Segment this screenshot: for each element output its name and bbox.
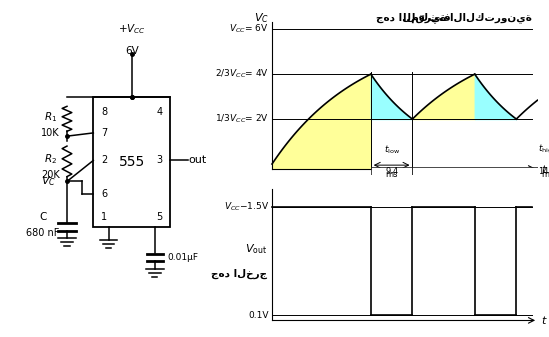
Text: $t$: $t$ — [541, 314, 548, 326]
Text: 6: 6 — [101, 189, 107, 200]
Text: $R_2$: $R_2$ — [44, 152, 57, 166]
Text: $V_{CC}$$-$1.5V: $V_{CC}$$-$1.5V — [224, 201, 269, 213]
Bar — [412, 167, 549, 175]
Text: $V_{\rm out}$: $V_{\rm out}$ — [245, 242, 267, 255]
Text: $V_C$: $V_C$ — [254, 11, 269, 25]
Text: القرية الالكترونية: القرية الالكترونية — [403, 12, 532, 23]
Text: 10K: 10K — [41, 128, 60, 138]
Text: $V_{CC}$= 6V: $V_{CC}$= 6V — [229, 23, 269, 35]
Text: $V_C$: $V_C$ — [41, 175, 56, 188]
Text: 0.1V: 0.1V — [248, 311, 269, 320]
Text: 1/3$V_{CC}$= 2V: 1/3$V_{CC}$= 2V — [215, 113, 269, 125]
Text: $t$: $t$ — [541, 162, 548, 175]
Text: 3: 3 — [156, 155, 163, 165]
Text: out: out — [189, 155, 207, 165]
Bar — [93, 97, 170, 227]
Text: ms: ms — [385, 170, 398, 179]
Text: 20K: 20K — [41, 170, 60, 180]
Text: ms: ms — [541, 170, 549, 179]
Text: 7: 7 — [101, 128, 107, 138]
Text: 2: 2 — [101, 155, 107, 165]
Text: جهد الخرج: جهد الخرج — [211, 268, 267, 278]
Text: C: C — [39, 212, 47, 222]
Text: $t_{\rm low}$: $t_{\rm low}$ — [384, 144, 400, 156]
Text: 555: 555 — [119, 155, 145, 169]
Text: 2/3$V_{CC}$= 4V: 2/3$V_{CC}$= 4V — [215, 68, 269, 81]
Text: 4: 4 — [156, 107, 163, 117]
Text: 9.4: 9.4 — [385, 167, 398, 176]
Text: 0.01µF: 0.01µF — [167, 253, 198, 262]
Text: $+V_{CC}$: $+V_{CC}$ — [118, 22, 145, 36]
Text: 6V: 6V — [125, 45, 139, 56]
Text: 8: 8 — [101, 107, 107, 117]
Text: جهد المكثف: جهد المكثف — [376, 13, 450, 23]
Bar — [371, 167, 412, 175]
Text: 14.1: 14.1 — [539, 167, 549, 176]
Text: 680 nF: 680 nF — [26, 228, 59, 238]
Text: $R_1$: $R_1$ — [44, 110, 57, 124]
Text: 1: 1 — [101, 212, 107, 222]
Text: 5: 5 — [156, 212, 163, 222]
Text: $t_{\rm high}$: $t_{\rm high}$ — [538, 143, 549, 156]
